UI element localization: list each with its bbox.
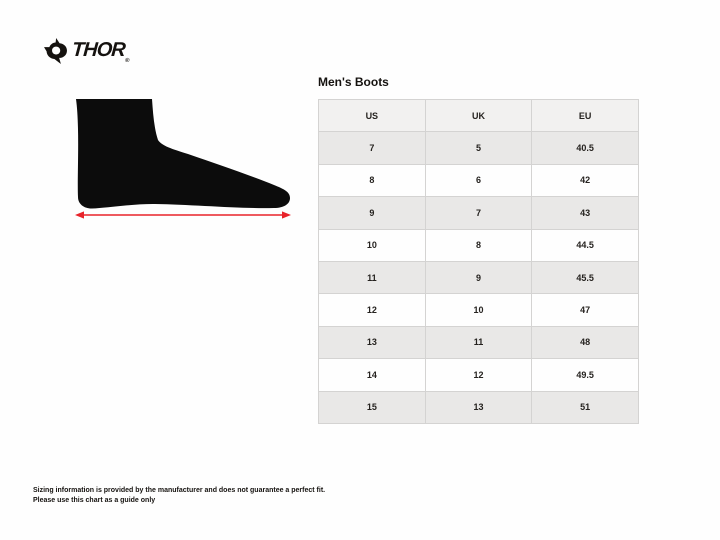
table-cell: 11 [424, 325, 533, 360]
foot-silhouette [76, 99, 290, 209]
disclaimer-line-1: Sizing information is provided by the ma… [33, 487, 326, 494]
table-cell: 13 [318, 325, 426, 360]
column-header: US [318, 98, 426, 133]
table-row: 13 11 48 [318, 325, 639, 360]
table-cell: 12 [424, 358, 533, 392]
table-row: 12 10 47 [318, 293, 639, 327]
table-cell: 13 [424, 390, 533, 424]
table-cell: 44.5 [531, 228, 639, 262]
table-cell: 7 [318, 131, 426, 165]
length-arrow-head-right [282, 211, 291, 219]
table-row: 8 6 42 [318, 163, 639, 198]
table-cell: 7 [424, 196, 533, 230]
table-row: 11 9 45.5 [318, 260, 639, 295]
table-cell: 8 [318, 163, 426, 198]
table-cell: 51 [531, 390, 639, 424]
table-cell: 48 [531, 325, 639, 360]
header-row: US UK EU [318, 98, 639, 133]
table-head: US UK EU [318, 98, 639, 133]
table-row: 15 13 51 [318, 390, 639, 424]
table-cell: 10 [318, 228, 426, 262]
table-cell: 15 [318, 390, 426, 424]
table-row: 14 12 49.5 [318, 358, 639, 392]
table-cell: 11 [318, 260, 426, 295]
table-body: 7 5 40.5 8 6 42 9 7 43 10 8 44.5 11 9 45.5 12 10 47 13 11 48… [318, 131, 639, 424]
size-chart-panel: Men's Boots US UK EU 7 5 40.5 8 6 42 9 7 43 10 8 44.5… [318, 75, 639, 424]
table-cell: 42 [531, 163, 639, 198]
column-header: UK [424, 98, 533, 133]
table-row: 7 5 40.5 [318, 131, 639, 165]
registered-mark: ® [124, 57, 129, 64]
table-cell: 40.5 [531, 131, 639, 165]
table-cell: 45.5 [531, 260, 639, 295]
table-cell: 5 [424, 131, 533, 165]
brand-logo: THOR® [44, 36, 129, 66]
table-cell: 6 [424, 163, 533, 198]
column-header: EU [531, 98, 639, 133]
foot-length-figure [75, 99, 291, 219]
thor-warrior-icon [44, 38, 67, 64]
table-row: 10 8 44.5 [318, 228, 639, 262]
table-cell: 12 [318, 293, 426, 327]
disclaimer-line-2: Please use this chart as a guide only [33, 497, 156, 504]
table-cell: 43 [531, 196, 639, 230]
panel-title: Men's Boots [318, 75, 389, 89]
table-row: 9 7 43 [318, 196, 639, 230]
table-cell: 9 [424, 260, 533, 295]
size-table: US UK EU 7 5 40.5 8 6 42 9 7 43 10 8 44.5 11 9 45.5 12 10 4… [318, 98, 639, 424]
table-cell: 49.5 [531, 358, 639, 392]
table-cell: 8 [424, 228, 533, 262]
brand-name: THOR® [71, 38, 129, 64]
table-cell: 10 [424, 293, 533, 327]
table-cell: 14 [318, 358, 426, 392]
table-cell: 47 [531, 293, 639, 327]
sizing-disclaimer: Sizing information is provided by the ma… [33, 486, 325, 506]
length-arrow-head-left [75, 211, 84, 219]
table-cell: 9 [318, 196, 426, 230]
